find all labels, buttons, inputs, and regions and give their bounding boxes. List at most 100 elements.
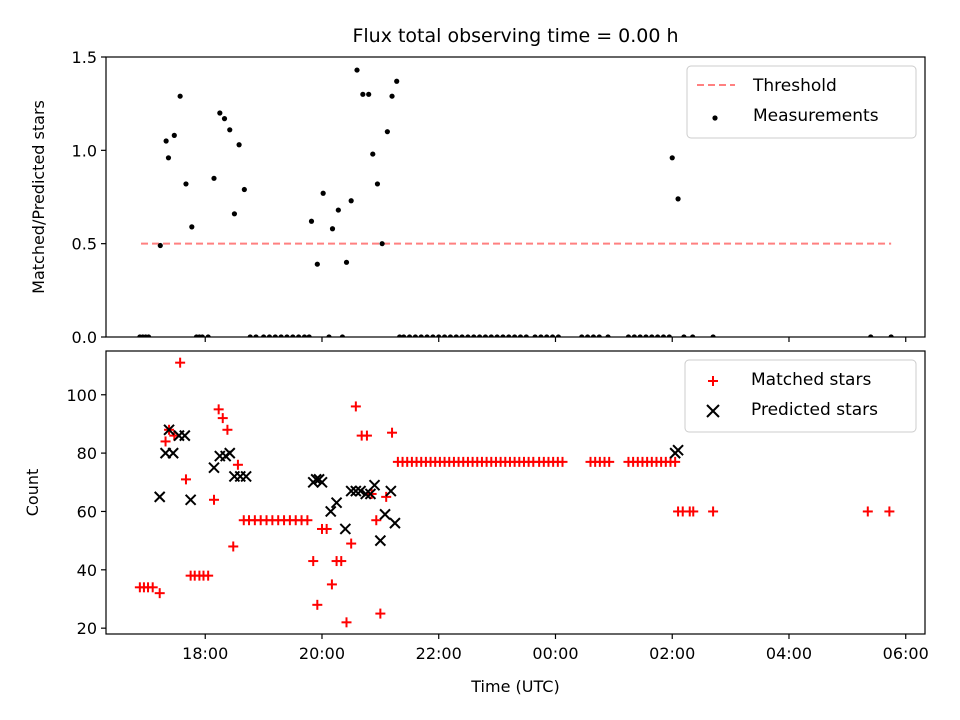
data-point (453, 334, 459, 337)
data-point (180, 474, 191, 485)
data-point (655, 334, 661, 337)
y-tick-label: 0.5 (72, 235, 97, 254)
x-axis-label: Time (UTC) (470, 677, 559, 696)
data-point (517, 334, 524, 337)
data-point (506, 334, 512, 337)
data-point (348, 198, 354, 204)
data-point (236, 142, 242, 148)
x-b (354, 485, 367, 497)
data-point (203, 570, 214, 581)
data-point (253, 334, 259, 337)
data-point (339, 334, 346, 337)
data-point (532, 334, 538, 337)
data-point (354, 67, 360, 73)
x-tick-label: 04:00 (766, 644, 812, 663)
data-point (177, 93, 183, 99)
x-b (184, 494, 197, 506)
legend-label: Threshold (752, 76, 837, 96)
data-point (590, 334, 597, 337)
x-b (325, 505, 337, 518)
data-point (459, 334, 465, 337)
y-tick-label: 0.0 (72, 328, 97, 347)
data-point (208, 494, 219, 505)
data-point (361, 430, 372, 441)
data-point (436, 334, 442, 337)
data-point (888, 334, 894, 337)
x-b (364, 488, 377, 500)
legend-swatch (708, 376, 718, 386)
data-point (374, 181, 381, 187)
x-b (179, 429, 191, 442)
data-point (477, 334, 483, 337)
x-b (224, 447, 236, 459)
data-point (690, 334, 696, 337)
data-point (672, 444, 684, 456)
data-point (424, 334, 430, 337)
legend-label: Measurements (753, 106, 879, 126)
data-point (488, 334, 494, 337)
data-point (154, 588, 165, 599)
panel-ratio: Flux total observing time = 0.00 h 0.0 0.5… (29, 25, 926, 347)
data-point (350, 485, 362, 497)
data-point (335, 207, 341, 213)
data-point (205, 334, 211, 337)
x-b (374, 534, 387, 547)
data-point (379, 508, 391, 521)
data-point (643, 334, 649, 337)
legend-entry: Matched stars (708, 370, 871, 390)
data-point (222, 424, 233, 435)
data-point (350, 401, 361, 412)
data-point (290, 334, 296, 337)
data-point (557, 456, 568, 467)
data-point (465, 334, 471, 337)
x-b (389, 517, 401, 529)
data-point (247, 334, 253, 337)
data-point (302, 515, 313, 526)
x-tick-label: 06:00 (883, 644, 929, 663)
data-point (371, 515, 382, 526)
data-point (884, 506, 895, 517)
data-point (354, 485, 367, 497)
data-point (555, 334, 562, 337)
data-point (339, 523, 352, 535)
legend-entry: Threshold (697, 76, 837, 96)
data-point (217, 110, 223, 116)
x-b (330, 497, 343, 509)
data-point (482, 334, 489, 337)
data-point (649, 334, 655, 337)
data-point (163, 424, 175, 436)
data-point (157, 242, 163, 249)
x-tick-label: 20:00 (299, 644, 345, 663)
x-b (345, 485, 357, 497)
data-point (325, 505, 337, 518)
data-point (208, 461, 220, 474)
data-point (360, 91, 366, 97)
x-b (379, 508, 391, 521)
data-point (406, 334, 413, 337)
data-point (604, 456, 615, 467)
axes-frame (105, 56, 926, 338)
y-axis-label: Count (23, 469, 42, 517)
y-axis-label: Matched/Predicted stars (29, 100, 48, 294)
data-point (387, 427, 398, 438)
data-point (153, 491, 166, 503)
data-point (221, 116, 228, 122)
legend-box (684, 359, 917, 433)
data-point (708, 506, 719, 517)
axes-frame (105, 350, 926, 635)
data-point (228, 541, 239, 552)
x-b (339, 523, 352, 535)
data-point (596, 334, 602, 337)
data-point (261, 334, 267, 337)
data-point (381, 491, 392, 502)
data-point (389, 517, 401, 529)
data-point (500, 334, 506, 337)
x-b (672, 444, 684, 456)
data-point (146, 334, 152, 337)
x-tick-label: 18:00 (182, 644, 228, 663)
data-point (675, 196, 681, 202)
data-point (447, 334, 454, 337)
data-point (605, 334, 611, 337)
legend: Matched stars Predicted stars (684, 359, 917, 433)
